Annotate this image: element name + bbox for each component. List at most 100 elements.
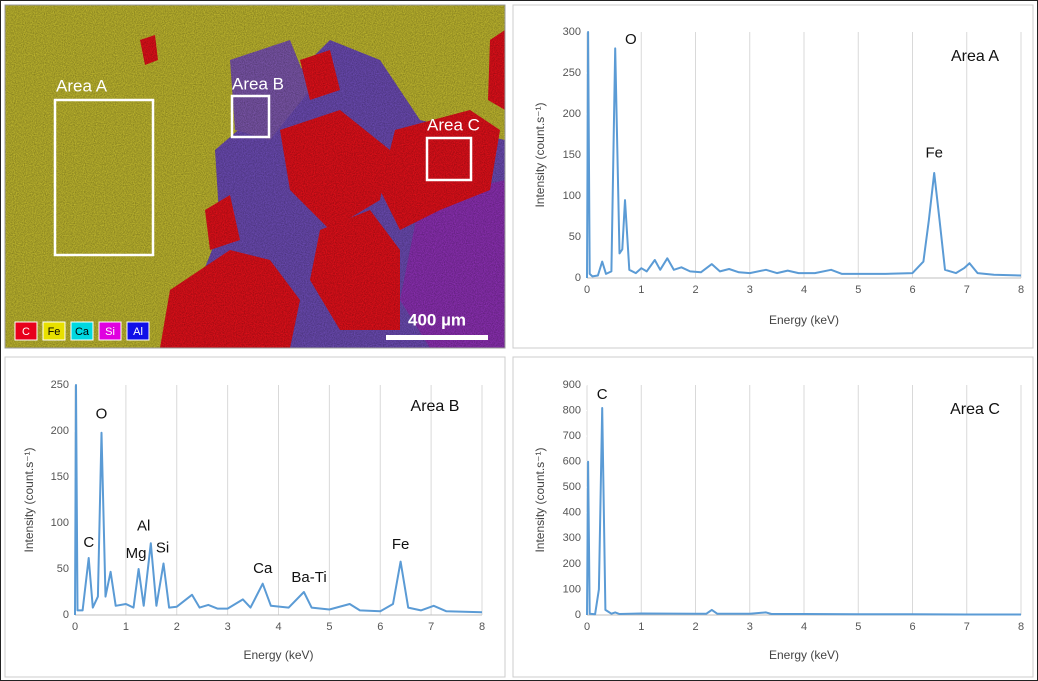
spectrum-chart: 0 1 2 3 4 5 6 7 8 0 100 200 300 400 500 600 700 800 900 Ene… [533, 379, 1024, 662]
y-tick-label: 0 [63, 609, 69, 621]
x-tick-label: 0 [72, 621, 78, 633]
y-tick-label: 900 [563, 379, 581, 391]
x-tick-label: 5 [855, 621, 861, 633]
y-tick-label: 200 [563, 558, 581, 570]
area-label: Area C [427, 115, 480, 134]
y-tick-label: 300 [563, 26, 581, 38]
y-tick-label: 50 [569, 231, 581, 243]
x-axis-label: Energy (keV) [243, 648, 313, 662]
x-tick-label: 7 [964, 284, 970, 296]
x-tick-label: 6 [909, 621, 915, 633]
x-tick-label: 6 [909, 284, 915, 296]
peak-label: Fe [925, 144, 943, 161]
legend-label: C [22, 326, 30, 338]
y-tick-label: 300 [563, 532, 581, 544]
y-axis-label: Intensity (count.s⁻¹) [22, 447, 36, 552]
spectrum-chart: 0 1 2 3 4 5 6 7 8 0 50 100 150 200 250 Energy (keV) Inte… [22, 379, 485, 662]
legend-swatch [42, 321, 66, 341]
y-tick-label: 100 [563, 583, 581, 595]
area-box [230, 94, 271, 139]
y-tick-label: 100 [51, 517, 69, 529]
y-tick-label: 250 [51, 379, 69, 391]
peak-label: C [597, 386, 608, 403]
chart-title: Area B [411, 398, 460, 415]
x-tick-label: 1 [638, 621, 644, 633]
x-tick-label: 4 [801, 621, 807, 633]
y-tick-label: 400 [563, 507, 581, 519]
y-tick-label: 150 [51, 471, 69, 483]
x-tick-label: 2 [692, 284, 698, 296]
map-legend: C Fe Ca Si Al [14, 321, 150, 341]
y-axis-label: Intensity (count.s⁻¹) [533, 102, 547, 207]
x-tick-label: 0 [584, 284, 590, 296]
legend-swatch [98, 321, 122, 341]
x-tick-label: 7 [964, 621, 970, 633]
legend-label: Al [133, 326, 143, 338]
panel-border [4, 356, 506, 678]
map-border [4, 4, 506, 349]
legend-swatch [126, 321, 150, 341]
x-tick-label: 3 [747, 621, 753, 633]
x-tick-label: 0 [584, 621, 590, 633]
x-axis-label: Energy (keV) [769, 648, 839, 662]
y-tick-label: 100 [563, 190, 581, 202]
y-axis-label: Intensity (count.s⁻¹) [533, 447, 547, 552]
x-tick-label: 3 [225, 621, 231, 633]
eds-map: Area A Area B Area C 400 µm C Fe Ca Si Al [5, 5, 505, 348]
area-label: Area A [56, 76, 108, 95]
chart-title: Area A [951, 48, 999, 65]
x-tick-label: 1 [123, 621, 129, 633]
x-tick-label: 8 [479, 621, 485, 633]
y-tick-label: 200 [563, 108, 581, 120]
y-tick-label: 600 [563, 456, 581, 468]
x-tick-label: 6 [377, 621, 383, 633]
y-tick-label: 250 [563, 67, 581, 79]
x-tick-label: 5 [855, 284, 861, 296]
x-tick-label: 3 [747, 284, 753, 296]
legend-swatch [14, 321, 38, 341]
scale-bar [386, 335, 488, 340]
area-box [53, 98, 155, 257]
spectrum-line [74, 384, 483, 616]
y-tick-label: 0 [575, 272, 581, 284]
panel-border [512, 4, 1034, 349]
peak-label: Ca [253, 560, 273, 577]
y-tick-label: 200 [51, 425, 69, 437]
legend-label: Ca [75, 326, 90, 338]
area-box [425, 136, 473, 182]
x-tick-label: 2 [174, 621, 180, 633]
spectrum-line [586, 407, 1021, 616]
x-tick-label: 1 [638, 284, 644, 296]
area-label: Area B [232, 74, 284, 93]
y-tick-label: 700 [563, 430, 581, 442]
x-tick-label: 2 [692, 621, 698, 633]
y-tick-label: 150 [563, 149, 581, 161]
x-tick-label: 4 [801, 284, 807, 296]
peak-label: Ba-Ti [291, 569, 326, 586]
peak-label: O [625, 31, 637, 48]
spectrum-line [586, 31, 1022, 279]
panel-border [512, 356, 1034, 678]
peak-label: Si [156, 540, 169, 557]
legend-label: Fe [48, 326, 61, 338]
y-tick-label: 800 [563, 404, 581, 416]
peak-label: Fe [392, 536, 410, 553]
legend-label: Si [105, 326, 115, 338]
chart-title: Area C [950, 401, 1000, 418]
y-tick-label: 50 [57, 563, 69, 575]
y-tick-label: 0 [575, 609, 581, 621]
peak-label: C [83, 534, 94, 551]
legend-swatch [70, 321, 94, 341]
x-axis-label: Energy (keV) [769, 313, 839, 327]
spectrum-chart: 0 1 2 3 4 5 6 7 8 0 50 100 150 200 250 300 Energy (keV) I… [533, 26, 1024, 327]
y-tick-label: 500 [563, 481, 581, 493]
x-tick-label: 4 [275, 621, 281, 633]
peak-label: O [96, 405, 108, 422]
peak-label: Mg [126, 545, 147, 562]
scale-bar-label: 400 µm [408, 310, 466, 329]
x-tick-label: 8 [1018, 284, 1024, 296]
peak-label: Al [137, 518, 150, 535]
x-tick-label: 5 [326, 621, 332, 633]
x-tick-label: 8 [1018, 621, 1024, 633]
